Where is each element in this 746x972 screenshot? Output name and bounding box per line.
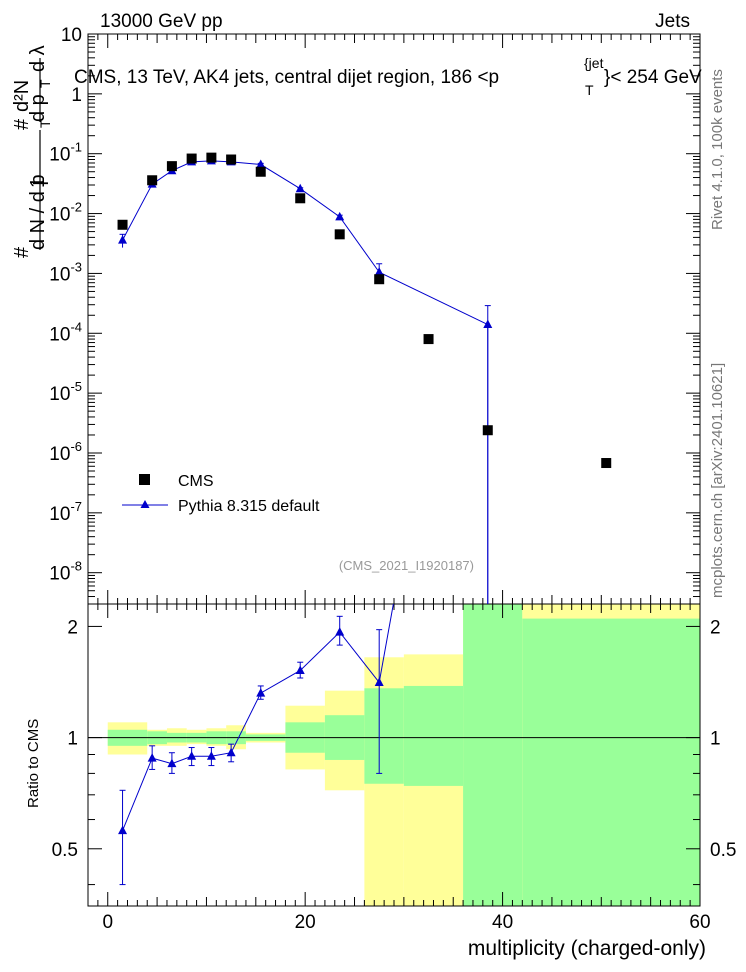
cms-data-point xyxy=(601,458,612,469)
ratio-uncertainty-bands xyxy=(107,604,700,906)
svg-text:d N / d p: d N / d p xyxy=(27,174,49,250)
ratio-y-tick-label: 0.5 xyxy=(710,840,736,861)
ratio-mc-point xyxy=(226,747,236,757)
rivet-label: Rivet 4.1.0, 100k events xyxy=(709,69,726,230)
mc-main-point xyxy=(374,267,384,276)
ratio-mc-point xyxy=(147,753,157,762)
main-y-tick-label: 10-2 xyxy=(49,200,82,226)
svg-text:d²N: d²N xyxy=(11,80,33,112)
cms-data-point xyxy=(482,425,493,436)
plot-title-tail: }< 254 GeV xyxy=(604,67,702,88)
main-panel-frame xyxy=(87,33,701,605)
svg-text:T: T xyxy=(37,119,53,128)
main-y-tick-label: 10-8 xyxy=(49,559,82,585)
header-left: 13000 GeV pp xyxy=(100,11,223,32)
svg-text:1: 1 xyxy=(27,177,49,188)
cms-data-point xyxy=(186,153,197,164)
main-y-tick-label: 10-5 xyxy=(49,379,82,405)
main-y-tick-label: 10-4 xyxy=(49,319,82,345)
ratio-y-tick-label: 2 xyxy=(710,617,721,638)
ratio-band-inner xyxy=(522,618,700,906)
ratio-mc-point xyxy=(295,665,305,674)
mc-main-point xyxy=(335,211,345,221)
cms-data-point xyxy=(117,219,128,230)
mc-main-point xyxy=(256,159,266,169)
cms-data-point xyxy=(255,166,266,177)
ratio-mc-point xyxy=(374,677,384,686)
cms-data-point xyxy=(334,229,345,240)
legend-cms-marker xyxy=(139,474,150,485)
svg-text:#: # xyxy=(11,118,33,130)
plot-title: CMS, 13 TeV, AK4 jets, central dijet reg… xyxy=(74,67,499,88)
legend: CMS Pythia 8.315 default xyxy=(122,473,320,515)
main-y-tick-label: 10-1 xyxy=(49,140,82,166)
header-right: Jets xyxy=(655,11,690,32)
svg-text:d p: d p xyxy=(27,94,49,122)
cms-data-point xyxy=(295,193,306,204)
plot-title-sub: T xyxy=(585,82,594,98)
cms-data-point xyxy=(147,175,158,186)
x-axis: 0 20 40 60 xyxy=(87,34,711,933)
cms-data-point xyxy=(423,334,434,345)
mc-main-point xyxy=(483,319,493,329)
main-mc-series xyxy=(118,155,493,604)
analysis-id: (CMS_2021_I1920187) xyxy=(339,558,474,573)
main-y-tick-label: 10-7 xyxy=(49,499,82,525)
ratio-mc-point xyxy=(167,758,177,768)
x-axis-label: multiplicity (charged-only) xyxy=(468,937,706,960)
ratio-y-tick-label: 2 xyxy=(67,617,78,638)
ratio-y-tick-label: 1 xyxy=(67,729,78,750)
main-y-axis-label: # 1 # d N / d p T d²N d p T d λ xyxy=(11,45,53,258)
mc-main-line xyxy=(122,160,488,325)
ratio-band-inner xyxy=(364,688,404,784)
ratio-y-tick-label: 0.5 xyxy=(52,840,78,861)
plot-title-main: CMS, 13 TeV, AK4 jets, central dijet reg… xyxy=(74,67,499,88)
ratio-y-axis: 0.5 0.5 1 1 2 2 xyxy=(52,617,736,886)
ratio-mc-point xyxy=(187,751,197,760)
x-tick-label: 60 xyxy=(689,912,710,933)
mc-main-point xyxy=(118,235,128,244)
ratio-mc-point xyxy=(256,688,266,697)
main-y-tick-label: 10 xyxy=(61,25,82,46)
x-tick-label: 40 xyxy=(492,912,513,933)
ratio-mc-series xyxy=(118,604,394,886)
mc-main-point xyxy=(295,183,305,193)
legend-cms-label: CMS xyxy=(178,473,214,490)
svg-text:d λ: d λ xyxy=(27,45,49,72)
svg-text:#: # xyxy=(11,246,33,258)
cms-data-point xyxy=(206,152,217,163)
ratio-mc-point xyxy=(206,751,216,760)
main-y-tick-label: 10-3 xyxy=(49,259,82,285)
ratio-band-inner xyxy=(403,685,464,786)
main-y-tick-label: 1 xyxy=(71,85,82,106)
ratio-mc-point xyxy=(335,627,345,636)
main-y-axis: 10-8 10-7 10-6 10-5 10-4 10-3 10-2 10-1 1 10 xyxy=(49,25,700,605)
ratio-mc-point xyxy=(118,825,128,835)
x-tick-label: 20 xyxy=(295,912,316,933)
cms-data-point xyxy=(166,161,177,172)
legend-mc-label: Pythia 8.315 default xyxy=(178,498,320,515)
main-cms-series xyxy=(117,152,612,469)
ratio-band-inner xyxy=(463,604,523,906)
plot-title-sup: {jet xyxy=(584,55,604,71)
main-y-tick-label: 10-6 xyxy=(49,439,82,465)
x-tick-label: 0 xyxy=(102,912,113,933)
cms-data-point xyxy=(374,274,385,285)
mcplots-label: mcplots.cern.ch [arXiv:2401.10621] xyxy=(709,363,726,598)
svg-text:T: T xyxy=(37,79,53,88)
ratio-y-axis-label: Ratio to CMS xyxy=(25,719,42,808)
ratio-y-tick-label: 1 xyxy=(710,729,721,750)
cms-data-point xyxy=(226,154,237,165)
legend-mc-marker xyxy=(140,500,150,508)
